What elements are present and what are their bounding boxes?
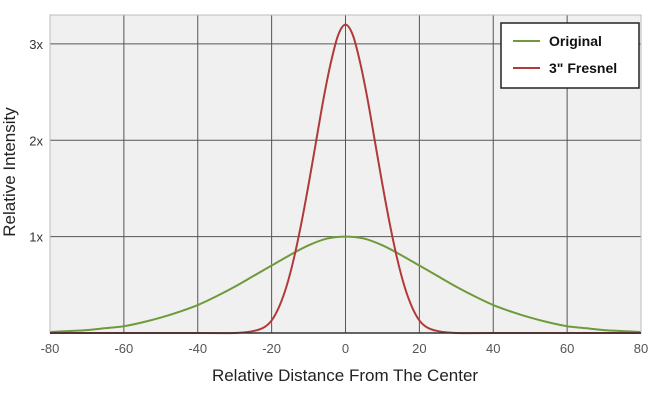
y-tick-labels: 1x 2x 3x: [29, 37, 43, 245]
y-axis-label: Relative Intensity: [0, 107, 19, 237]
x-tick-label: 40: [486, 341, 500, 356]
x-axis-label: Relative Distance From The Center: [212, 366, 478, 385]
x-tick-label: -60: [114, 341, 133, 356]
legend-label-original: Original: [549, 33, 602, 49]
x-tick-label: -80: [41, 341, 60, 356]
y-tick-label: 3x: [29, 37, 43, 52]
series-line-0: [49, 235, 642, 334]
y-tick-label: 1x: [29, 230, 43, 245]
x-tick-label: -40: [188, 341, 207, 356]
legend-box: [500, 22, 640, 89]
legend-label-fresnel: 3" Fresnel: [549, 60, 617, 76]
y-tick-label: 2x: [29, 133, 43, 148]
x-tick-label: -20: [262, 341, 281, 356]
x-tick-labels: -80 -60 -40 -20 0 20 40 60 80: [41, 341, 649, 356]
legend: Original 3" Fresnel: [500, 22, 640, 89]
x-tick-label: 0: [342, 341, 349, 356]
x-tick-label: 80: [634, 341, 648, 356]
series-layer: [49, 23, 642, 335]
x-tick-label: 60: [560, 341, 574, 356]
x-tick-label: 20: [412, 341, 426, 356]
series-line-1: [49, 23, 641, 335]
